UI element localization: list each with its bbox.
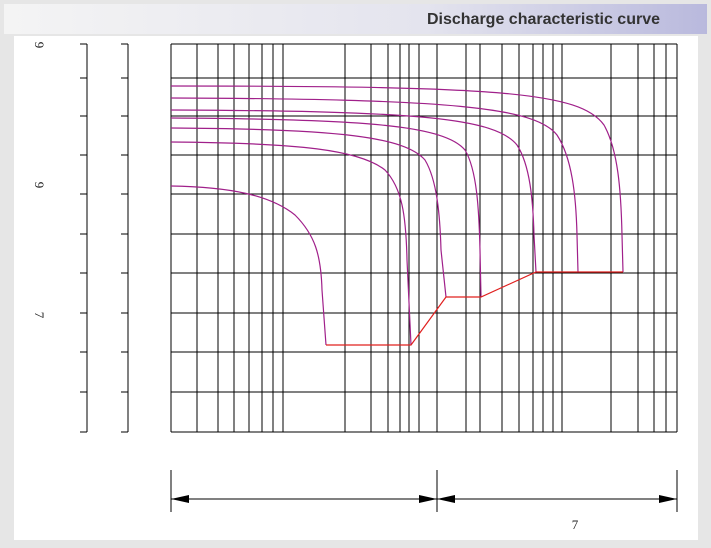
bottom-label: 7 — [572, 517, 579, 532]
left-label: 9 — [32, 42, 47, 49]
arrow — [419, 495, 437, 503]
arrows — [171, 495, 677, 503]
arrow — [171, 495, 189, 503]
panel — [14, 36, 698, 540]
curve — [170, 109, 537, 273]
end-line — [326, 271, 623, 346]
header-bar — [4, 4, 707, 34]
curve — [170, 117, 482, 298]
left-label: 9 — [32, 182, 47, 189]
curves — [170, 85, 624, 346]
arrow — [437, 495, 455, 503]
curve — [170, 97, 579, 273]
header-title: Discharge characteristic curve — [427, 11, 660, 28]
curve — [170, 185, 327, 346]
left-label: 7 — [32, 312, 47, 319]
curve — [170, 141, 412, 346]
curve — [170, 127, 447, 298]
arrow — [659, 495, 677, 503]
grid — [80, 43, 678, 433]
curve — [170, 85, 624, 273]
